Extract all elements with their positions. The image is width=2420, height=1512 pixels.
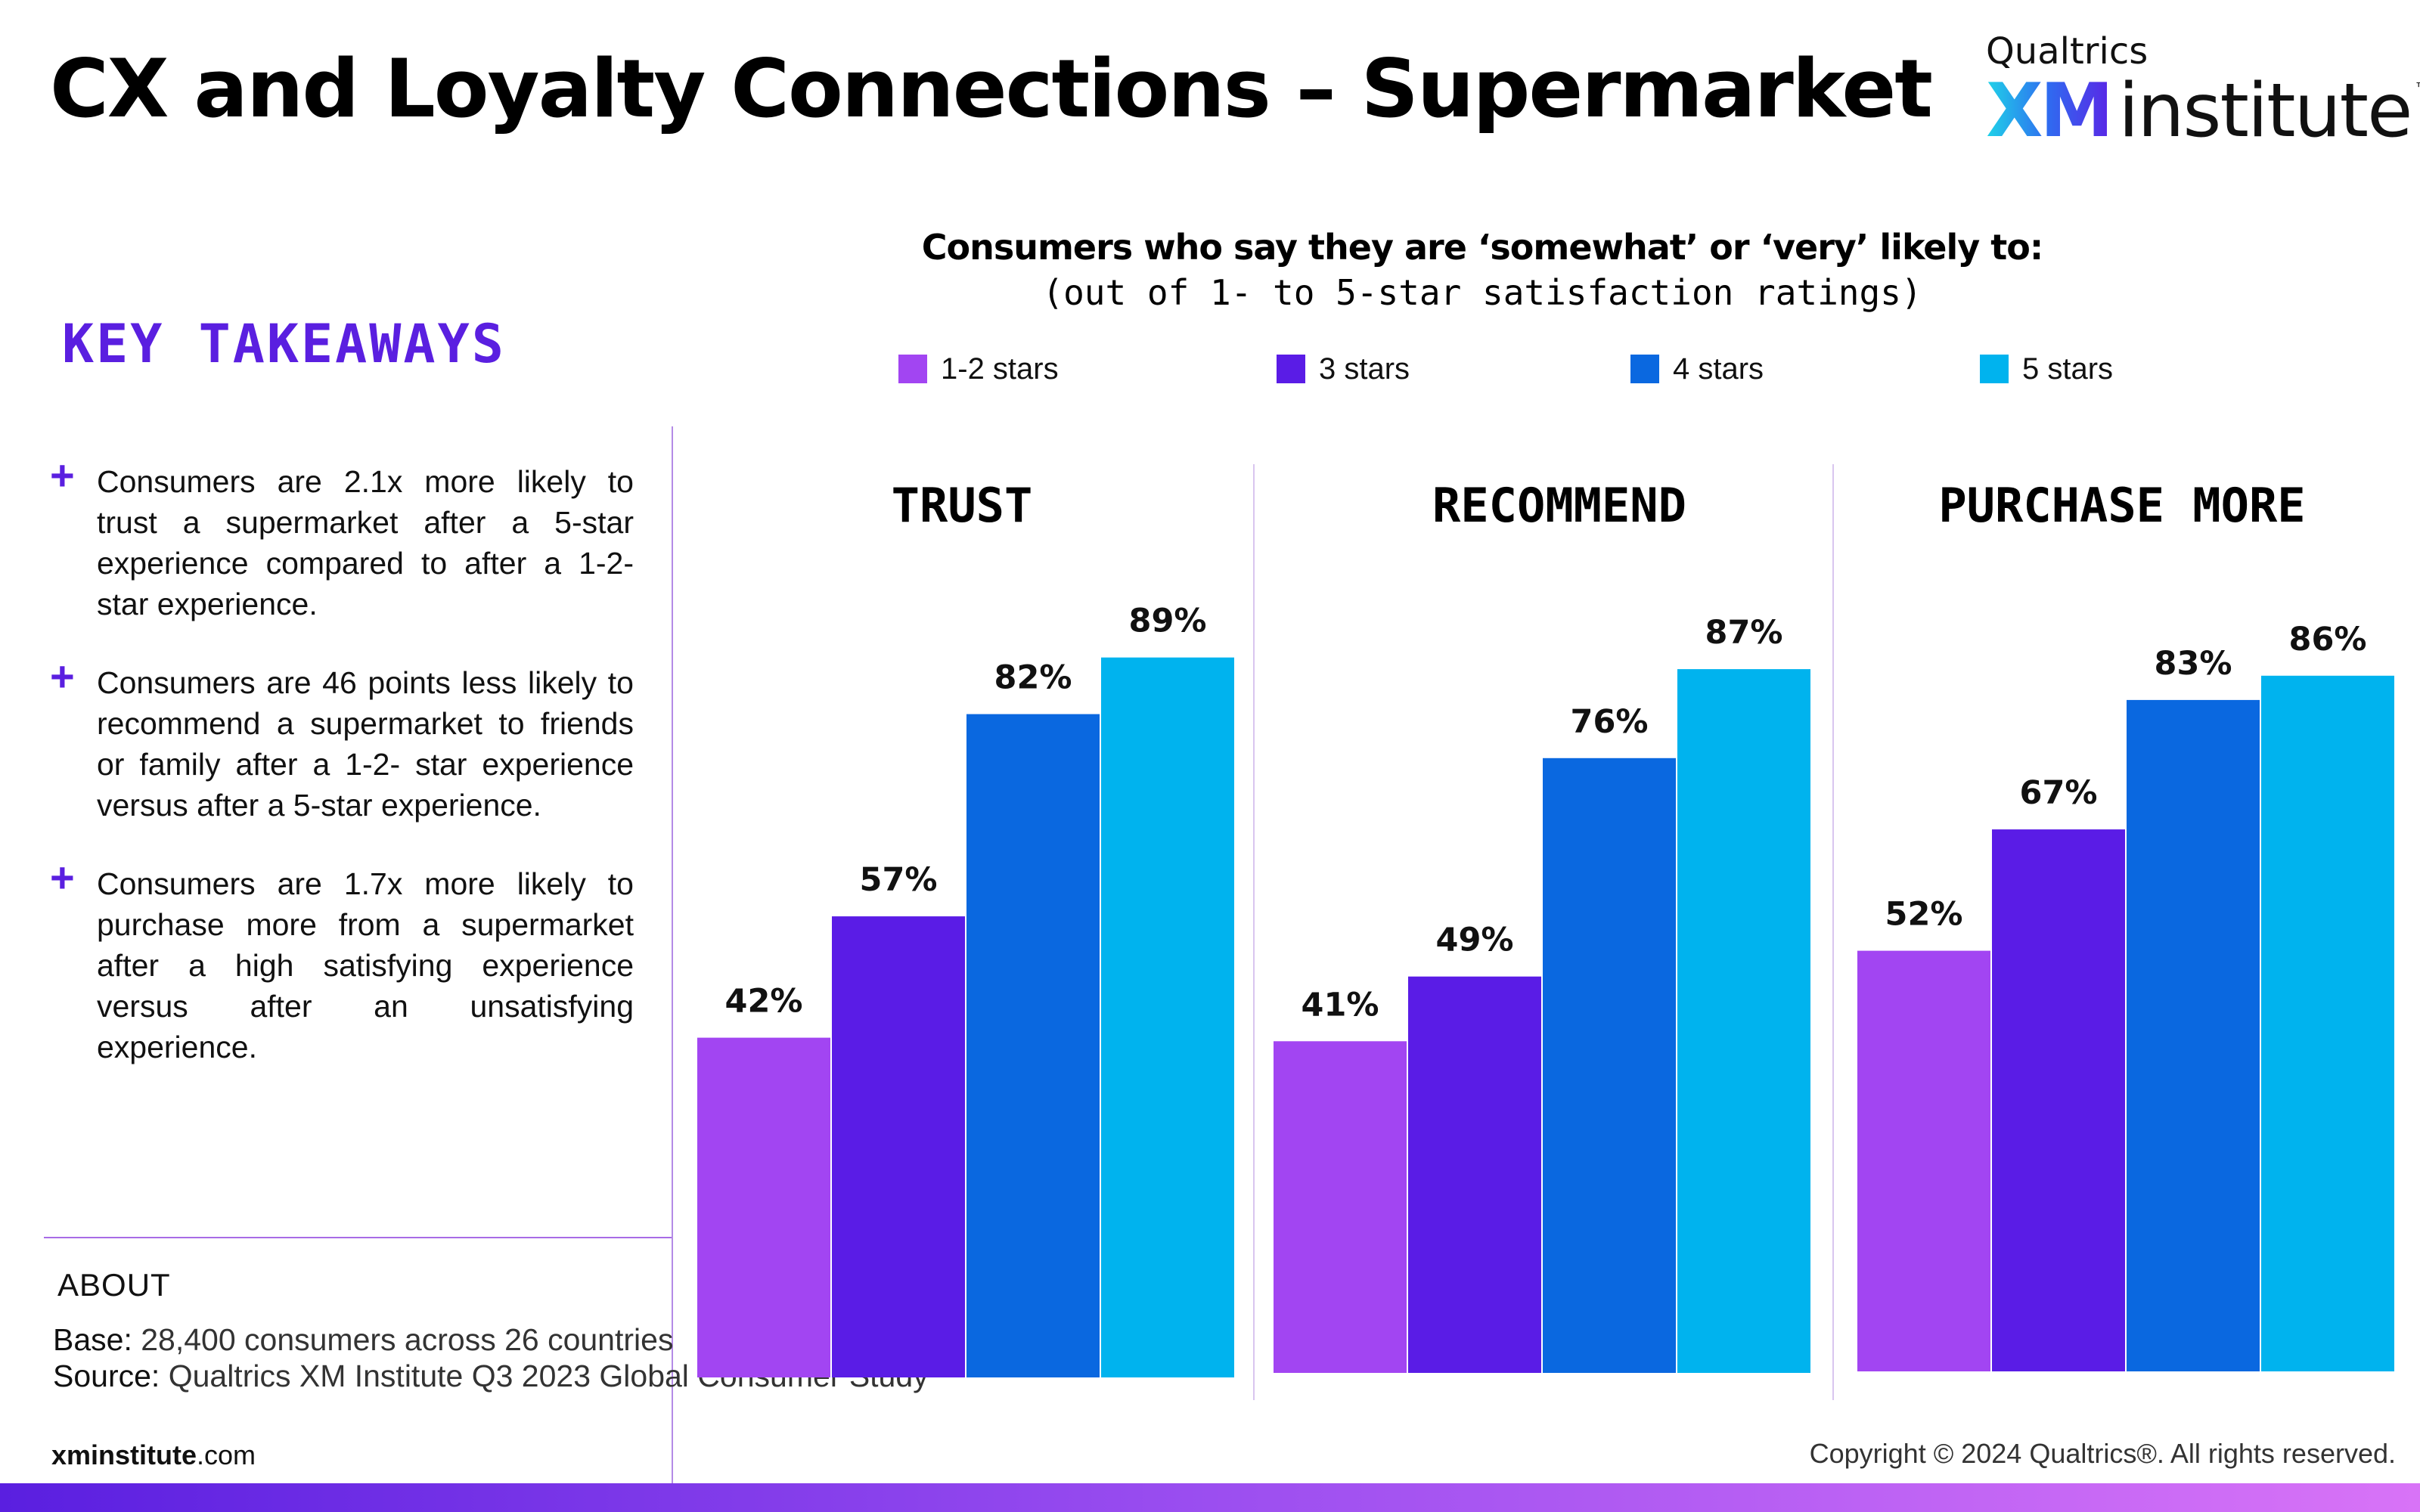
plus-icon: + — [50, 652, 75, 700]
takeaway-item: + Consumers are 1.7x more likely to purc… — [50, 857, 634, 1067]
bottom-gradient-bar — [0, 1483, 2420, 1512]
legend-label: 4 stars — [1673, 352, 1764, 386]
bar-value-label: 49% — [1436, 922, 1514, 959]
legend-label: 1-2 stars — [941, 352, 1059, 386]
legend-item-5-stars: 5 stars — [1980, 351, 2113, 387]
logo-wordmark: XM institute ™ — [1986, 74, 2420, 148]
panel-title-trust: TRUST — [892, 478, 1033, 533]
bar-recommend-series-4 — [1677, 669, 1810, 1373]
page-title: CX and Loyalty Connections – Supermarket — [50, 42, 1933, 135]
source-label: Source: — [53, 1359, 160, 1393]
bar-value-label: 57% — [860, 861, 938, 899]
panel-title-purchase-more: PURCHASE MORE — [1938, 478, 2305, 533]
about-divider — [44, 1237, 672, 1238]
bar-purchase-more-series-4 — [2261, 675, 2394, 1371]
bar-value-label: 86% — [2289, 621, 2367, 658]
chart-title-block: Consumers who say they are ‘somewhat’ or… — [921, 227, 2044, 313]
base-text: 28,400 consumers across 26 countries — [132, 1322, 674, 1357]
copyright: Copyright © 2024 Qualtrics®. All rights … — [1809, 1438, 2396, 1469]
bar-trust-series-3 — [966, 714, 1100, 1377]
bar-trust-series-2 — [832, 916, 965, 1377]
section-divider — [672, 426, 673, 1485]
bar-purchase-more-series-3 — [2127, 699, 2260, 1371]
bar-trust-series-1 — [697, 1037, 830, 1377]
key-takeaways-heading: KEY TAKEAWAYS — [62, 313, 506, 375]
chart-subtitle: (out of 1- to 5-star satisfaction rating… — [1042, 272, 1922, 313]
takeaway-text: Consumers are 1.7x more likely to purcha… — [97, 866, 634, 1064]
base-label: Base: — [53, 1322, 132, 1357]
about-base: Base: 28,400 consumers across 26 countri… — [53, 1321, 929, 1358]
bar-value-label: 41% — [1302, 986, 1379, 1024]
xm-institute-logo: Qualtrics XM institute ™ — [1986, 30, 2420, 148]
takeaway-item: + Consumers are 46 points less likely to… — [50, 655, 634, 826]
legend-label: 3 stars — [1319, 352, 1410, 386]
bar-value-label: 87% — [1705, 614, 1783, 652]
legend-swatch — [1630, 355, 1659, 383]
about-heading: ABOUT — [57, 1267, 171, 1303]
legend-item-1-2-stars: 1-2 stars — [898, 351, 1059, 387]
bar-value-label: 83% — [2155, 645, 2232, 683]
legend-swatch — [1277, 355, 1305, 383]
logo-xm: XM — [1986, 68, 2114, 154]
legend-item-4-stars: 4 stars — [1630, 351, 1764, 387]
logo-trademark: ™ — [2414, 80, 2420, 99]
bar-purchase-more-series-1 — [1857, 950, 1990, 1371]
legend-swatch — [898, 355, 927, 383]
bar-value-label: 67% — [2020, 774, 2098, 812]
legend-label: 5 stars — [2022, 352, 2114, 386]
takeaway-text: Consumers are 2.1x more likely to trust … — [97, 464, 634, 621]
takeaways-list: + Consumers are 2.1x more likely to trus… — [50, 454, 634, 1105]
panel-title-recommend: RECOMMEND — [1432, 478, 1686, 533]
site-bold: xminstitute — [51, 1439, 197, 1470]
bar-purchase-more-series-2 — [1992, 829, 2125, 1371]
bar-recommend-series-2 — [1408, 976, 1541, 1373]
site-suffix: .com — [197, 1439, 256, 1470]
site-link[interactable]: xminstitute.com — [51, 1439, 256, 1471]
logo-brand: Qualtrics — [1986, 30, 2149, 73]
bar-trust-series-4 — [1101, 657, 1234, 1377]
plus-icon: + — [50, 451, 75, 499]
bar-value-label: 52% — [1885, 896, 1963, 934]
bar-value-label: 82% — [994, 659, 1072, 697]
plus-icon: + — [50, 854, 75, 901]
bar-recommend-series-3 — [1543, 758, 1676, 1373]
bar-recommend-series-1 — [1274, 1041, 1407, 1373]
legend-item-3-stars: 3 stars — [1277, 351, 1410, 387]
takeaway-item: + Consumers are 2.1x more likely to trus… — [50, 454, 634, 624]
logo-institute: institute — [2118, 68, 2412, 154]
chart-title: Consumers who say they are ‘somewhat’ or… — [921, 227, 2044, 268]
bar-value-label: 89% — [1129, 603, 1207, 640]
bar-value-label: 76% — [1571, 703, 1649, 741]
bar-value-label: 42% — [725, 983, 803, 1021]
takeaway-text: Consumers are 46 points less likely to r… — [97, 665, 634, 823]
legend-swatch — [1980, 355, 2009, 383]
